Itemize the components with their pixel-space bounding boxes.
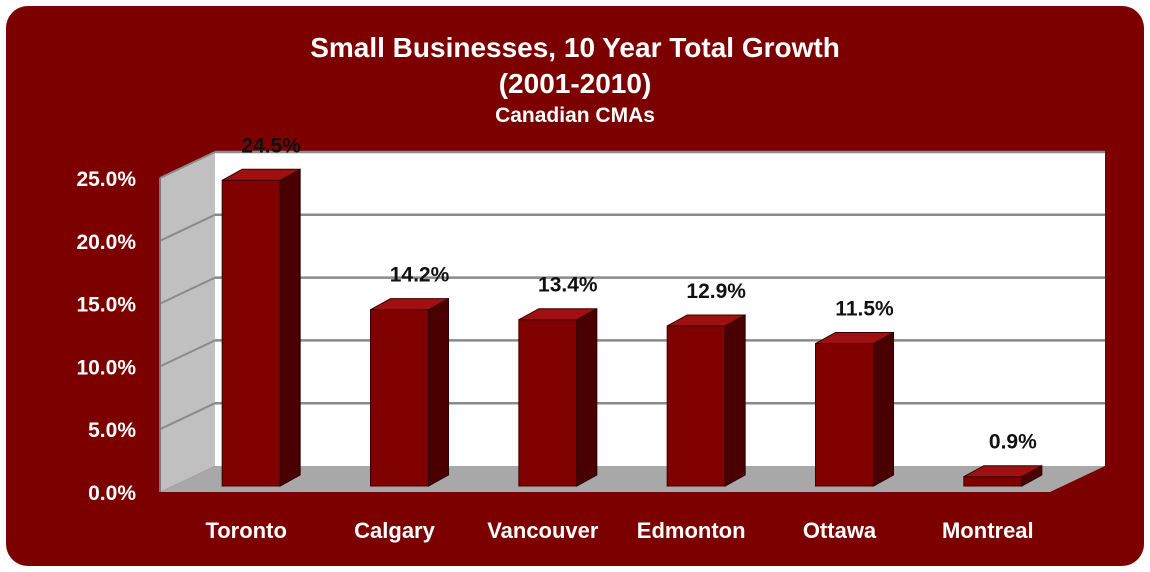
plot-side-wall <box>160 152 215 492</box>
x-tick-label: Montreal <box>942 518 1034 543</box>
y-tick-label: 20.0% <box>76 231 136 254</box>
bar-side <box>279 168 301 487</box>
bar <box>815 343 874 487</box>
bar <box>370 309 429 487</box>
bar-top <box>666 314 746 327</box>
data-label: 11.5% <box>835 298 894 321</box>
bar-top <box>518 308 598 321</box>
bar-top <box>815 332 894 345</box>
bar-side <box>873 331 894 487</box>
x-tick-label: Vancouver <box>487 518 599 543</box>
bar <box>666 325 726 487</box>
data-label: 24.5% <box>241 134 301 157</box>
data-label: 0.9% <box>989 431 1037 454</box>
x-tick-label: Edmonton <box>637 518 746 543</box>
bar <box>221 179 281 487</box>
gridline-side <box>159 213 216 242</box>
data-label: 12.9% <box>686 280 746 303</box>
chart-titles: Small Businesses, 10 Year Total Growth (… <box>0 30 1150 130</box>
bar-side <box>724 314 746 487</box>
x-tick-label: Calgary <box>354 518 435 543</box>
gridline-side <box>159 276 216 305</box>
chart-subtitle: (2001-2010) <box>498 68 652 99</box>
gridline-side <box>159 402 216 431</box>
bar-top <box>221 168 301 181</box>
plot-back-wall <box>215 152 1105 466</box>
y-tick-label: 10.0% <box>76 356 136 379</box>
bar <box>518 319 578 487</box>
bar-side <box>576 307 598 487</box>
y-tick-label: 5.0% <box>88 419 136 442</box>
bar-top <box>963 465 1043 478</box>
bar-side <box>428 297 449 487</box>
y-tick-label: 25.0% <box>76 168 136 191</box>
x-tick-label: Toronto <box>205 518 286 543</box>
bar-top <box>370 298 449 311</box>
data-label: 14.2% <box>390 264 450 287</box>
data-label: 13.4% <box>538 274 598 297</box>
gridline-side <box>159 151 216 179</box>
chart-subtitle-2: Canadian CMAs <box>495 104 655 127</box>
y-tick-label: 15.0% <box>76 294 136 317</box>
chart-title: Small Businesses, 10 Year Total Growth <box>310 32 840 63</box>
gridline-side <box>159 339 216 368</box>
plot-floor <box>160 466 1105 492</box>
x-tick-label: Ottawa <box>803 518 877 543</box>
bar <box>963 476 1023 487</box>
y-tick-label: 0.0% <box>88 482 136 505</box>
